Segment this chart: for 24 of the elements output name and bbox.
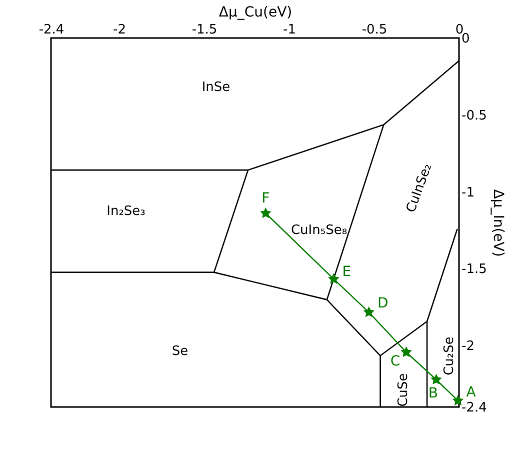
x-tick-label: -1 xyxy=(283,22,296,38)
y-tick-label: -2.4 xyxy=(462,400,487,416)
x-axis-title: Δμ_Cu(eV) xyxy=(218,4,292,20)
annotation: InSe xyxy=(202,80,230,95)
annotation: In₂Se₃ xyxy=(106,204,146,219)
annotation: CuSe xyxy=(396,373,411,407)
annotation: Se xyxy=(172,344,188,359)
annotation: B xyxy=(428,386,438,402)
annotation: F xyxy=(262,190,270,206)
annotation: E xyxy=(342,264,352,280)
y-tick-label: -0.5 xyxy=(462,108,487,124)
x-tick-label: -2 xyxy=(113,22,126,38)
annotation: Cu₂Se xyxy=(442,336,457,376)
annotation: D xyxy=(378,295,388,312)
y-tick-label: -1.5 xyxy=(462,262,487,278)
annotation: C xyxy=(390,353,400,370)
y-axis-title: Δμ_In(eV) xyxy=(490,189,506,257)
annotation: A xyxy=(466,384,476,401)
x-tick-label: -0.5 xyxy=(362,22,388,38)
y-tick-label: -1 xyxy=(462,185,474,200)
x-tick-label: -2.4 xyxy=(38,22,64,38)
annotation: CuIn₅Se₈ xyxy=(290,223,348,238)
y-tick-label: -2 xyxy=(462,339,474,354)
x-tick-label: -1.5 xyxy=(192,22,218,38)
